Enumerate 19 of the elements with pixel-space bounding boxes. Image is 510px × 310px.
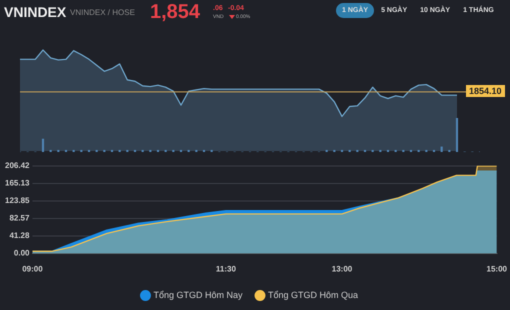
- y-tick-label: 123.85: [5, 196, 30, 206]
- x-tick-label: 09:00: [22, 264, 44, 274]
- y-tick-label: 165.13: [5, 178, 30, 188]
- chart-title: VNINDEX: [4, 4, 66, 20]
- text: 1,854: [150, 1, 200, 24]
- bar: [456, 118, 458, 152]
- legend-label: Tổng GTGD Hôm Qua: [268, 290, 358, 300]
- y-tick-label: 206.42: [5, 161, 30, 170]
- y-tick-label: 82.57: [9, 214, 30, 223]
- x-tick-label: 15:00: [486, 264, 508, 274]
- legend-label: Tổng GTGD Hôm Nay: [153, 290, 243, 300]
- chart-subtitle: VNINDEX / HOSE: [70, 8, 135, 17]
- annotation: 1854.10: [466, 84, 505, 97]
- x-tick-label: 13:00: [332, 264, 353, 274]
- bar: [42, 138, 44, 152]
- y-tick-label: 41.28: [9, 231, 30, 240]
- bar: [440, 146, 443, 152]
- y-tick-label: 0.00: [14, 248, 30, 258]
- x-tick-label: 11:30: [216, 264, 236, 274]
